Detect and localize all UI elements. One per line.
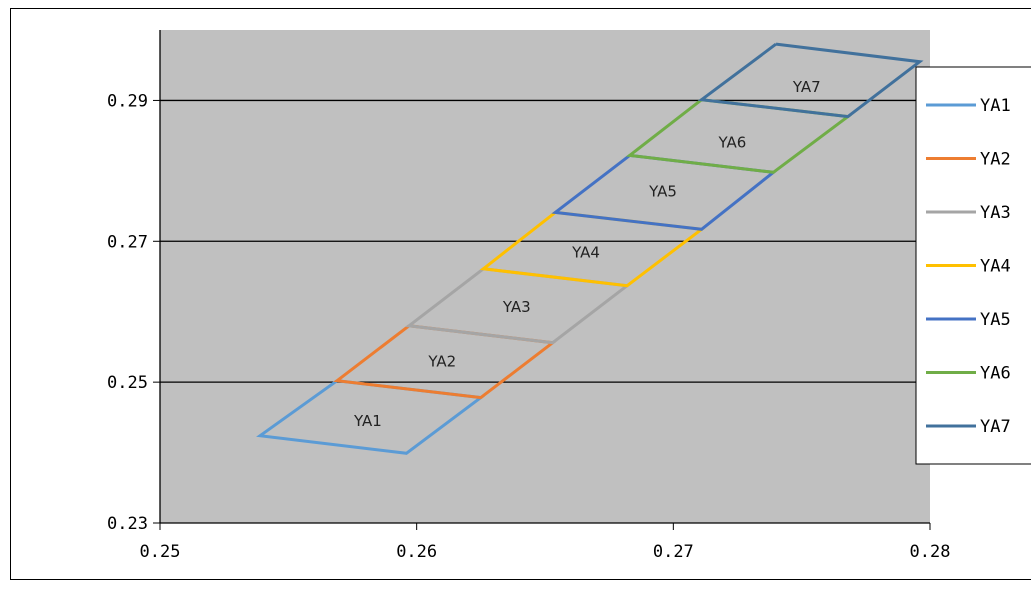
legend-label-ya2: YA2	[980, 150, 1011, 170]
x-tick-label: 0.25	[140, 542, 181, 562]
region-labels: YA1 YA2 YA3 YA4 YA5 YA6 YA7	[353, 78, 821, 430]
legend-label-ya3: YA3	[980, 203, 1011, 223]
region-label-ya5: YA5	[648, 182, 677, 200]
legend-label-ya6: YA6	[980, 364, 1011, 384]
y-tick-label: 0.23	[107, 514, 148, 534]
gridlines	[160, 99, 930, 383]
legend-label-ya1: YA1	[980, 96, 1011, 116]
series-layer	[256, 42, 924, 455]
y-tick-label: 0.25	[107, 373, 148, 393]
legend-label-ya4: YA4	[980, 257, 1011, 277]
legend-label-ya7: YA7	[980, 417, 1011, 437]
y-tick-label: 0.29	[107, 91, 148, 111]
y-tick-label: 0.27	[107, 232, 148, 252]
x-tick-label: 0.27	[653, 542, 694, 562]
region-label-ya3: YA3	[502, 298, 531, 316]
axes: 0.23 0.25 0.27 0.29 0.25 0.26 0.27 0.28	[107, 30, 950, 562]
region-label-ya1: YA1	[353, 412, 382, 430]
region-label-ya7: YA7	[792, 78, 821, 96]
region-label-ya6: YA6	[717, 134, 746, 152]
x-tick-label: 0.26	[396, 542, 437, 562]
region-label-ya2: YA2	[427, 353, 456, 371]
series-line-ya7	[697, 42, 924, 119]
region-label-ya4: YA4	[571, 244, 600, 262]
x-tick-label: 0.28	[910, 542, 951, 562]
legend-label-ya5: YA5	[980, 310, 1011, 330]
legend: YA1 YA2 YA3 YA4 YA5 YA6 YA7	[915, 66, 1031, 465]
